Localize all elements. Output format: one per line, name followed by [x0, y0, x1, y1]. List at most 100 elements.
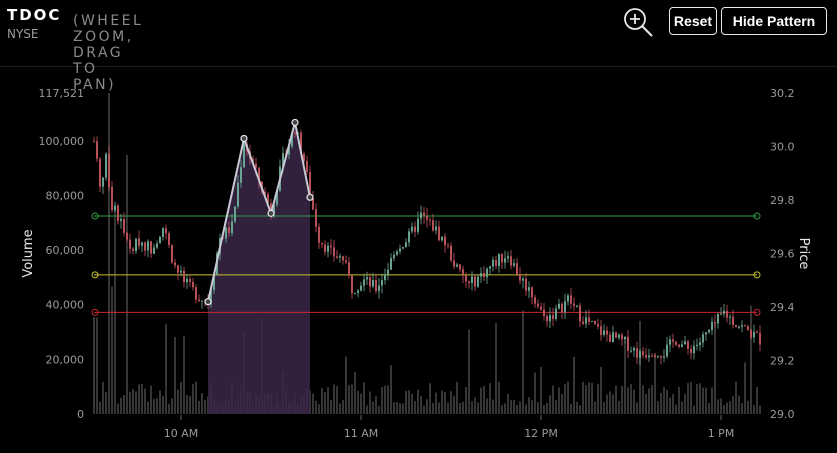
candle-body [726, 310, 728, 318]
reset-button[interactable]: Reset [669, 7, 717, 35]
candle-body [630, 350, 632, 352]
candle-body [126, 232, 128, 240]
candle-body [558, 303, 560, 309]
candle-body [201, 300, 203, 302]
candle-body [516, 263, 518, 275]
volume-bar [489, 383, 491, 414]
candle-body [381, 280, 383, 286]
volume-bar [516, 405, 518, 414]
volume-bar [546, 402, 548, 414]
volume-bar [432, 402, 434, 414]
candle-body [378, 285, 380, 292]
candle-body [528, 287, 530, 291]
candle-body [477, 276, 479, 287]
volume-bar [483, 386, 485, 414]
volume-bar [735, 381, 737, 414]
candle-body [291, 133, 293, 147]
volume-bar [642, 385, 644, 414]
candle-body [366, 277, 368, 280]
candle-body [237, 182, 239, 207]
volume-bar [156, 398, 158, 414]
candle-body [177, 265, 179, 273]
candle-body [705, 332, 707, 335]
candle-body [750, 330, 752, 338]
volume-bar [204, 400, 206, 414]
zoom-in-icon[interactable] [622, 6, 654, 38]
candle-body [714, 321, 716, 324]
pattern-shade [208, 122, 310, 415]
volume-bar [531, 400, 533, 414]
candle-body [396, 251, 398, 255]
volume-bar [657, 401, 659, 414]
volume-bar [165, 324, 167, 414]
candle-body [153, 247, 155, 254]
candle-body [696, 344, 698, 347]
volume-bar [438, 402, 440, 414]
volume-bar [645, 393, 647, 414]
candle-body [564, 301, 566, 313]
volume-tick-label: 100,000 [39, 135, 85, 148]
volume-bar [150, 385, 152, 414]
volume-bar [105, 392, 107, 414]
volume-bar [363, 382, 365, 414]
candle-body [423, 212, 425, 216]
candle-body [591, 321, 593, 323]
volume-bar [690, 382, 692, 414]
candle-body [288, 146, 290, 155]
volume-bar [111, 286, 113, 414]
candle-body [168, 233, 170, 245]
volume-bar [525, 404, 527, 414]
candle-body [486, 268, 488, 278]
volume-bar [717, 399, 719, 414]
volume-bar [333, 384, 335, 414]
volume-bar [201, 393, 203, 414]
level-handle [753, 308, 761, 316]
candle-body [354, 292, 356, 294]
candle-body [108, 153, 110, 188]
volume-bar [681, 401, 683, 414]
candle-body [471, 276, 473, 284]
candle-body [651, 355, 653, 357]
candle-body [732, 316, 734, 326]
candle-body [546, 315, 548, 322]
candle-body [666, 344, 668, 357]
candle-body [300, 132, 302, 154]
level-handle [91, 212, 99, 220]
volume-bar [195, 381, 197, 414]
candle-body [192, 281, 194, 288]
candle-body [105, 153, 107, 178]
volume-bar [426, 399, 428, 414]
candle-body [627, 336, 629, 351]
volume-axis-title: Volume [21, 229, 36, 277]
candle-body [729, 316, 731, 318]
candle-body [399, 248, 401, 252]
volume-bar [594, 401, 596, 414]
volume-bar [411, 393, 413, 414]
volume-bar [561, 394, 563, 414]
volume-bar [318, 404, 320, 414]
volume-tick-label: 117,521 [39, 87, 85, 100]
candle-body [600, 326, 602, 335]
pattern-point [240, 134, 248, 143]
hide-pattern-button[interactable]: Hide Pattern [721, 7, 827, 35]
candle-body [447, 245, 449, 247]
volume-bar [555, 400, 557, 414]
volume-bar [537, 402, 539, 414]
volume-bar [339, 403, 341, 414]
volume-bar [387, 385, 389, 414]
pattern-point [204, 298, 212, 306]
candle-body [747, 326, 749, 331]
candle-body [135, 238, 137, 251]
candle-body [618, 334, 620, 338]
level-handle [91, 308, 99, 316]
candle-body [588, 317, 590, 322]
volume-bar [477, 402, 479, 414]
candle-body [360, 285, 362, 291]
volume-bar [168, 403, 170, 414]
candle-body [483, 273, 485, 278]
volume-bar [669, 397, 671, 414]
volume-bar [351, 384, 353, 414]
candle-body [174, 262, 176, 266]
candle-body [336, 256, 338, 258]
